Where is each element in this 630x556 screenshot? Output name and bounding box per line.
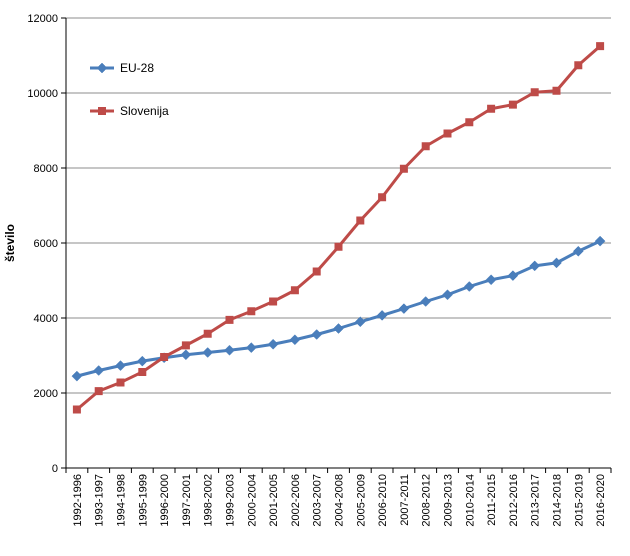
x-tick-label: 2002-2006 — [290, 474, 302, 527]
data-point-diamond — [224, 344, 235, 356]
x-tick-label: 1994-1998 — [116, 474, 128, 527]
y-tick-label: 10000 — [27, 88, 58, 100]
x-tick-label: 2011-2015 — [486, 474, 498, 526]
x-tick-label: 2010-2014 — [464, 474, 476, 527]
x-tick-label: 2008-2012 — [421, 474, 433, 527]
x-tick-label: 2001-2005 — [268, 474, 280, 527]
y-tick-label: 2000 — [34, 388, 58, 400]
data-point-diamond — [529, 260, 541, 272]
data-point-square — [465, 118, 474, 127]
x-tick-label: 1995-1999 — [137, 474, 149, 527]
series-slovenija — [72, 42, 605, 414]
series-eu-28 — [71, 235, 606, 382]
legend-diamond-marker — [96, 62, 108, 74]
data-point-square — [225, 315, 234, 324]
data-point-square — [72, 405, 81, 414]
x-tick-label: 1996-2000 — [159, 474, 171, 527]
data-point-square — [94, 387, 103, 396]
y-axis-title: število — [3, 224, 17, 262]
data-point-square — [356, 216, 365, 225]
x-tick-label: 2013-2017 — [530, 474, 542, 527]
y-tick-label: 0 — [52, 463, 58, 475]
x-tick-label: 2000-2004 — [246, 474, 258, 527]
data-point-square — [269, 297, 278, 306]
y-tick-label: 6000 — [34, 238, 58, 250]
x-tick-label: 2007-2011 — [399, 474, 411, 526]
data-point-diamond — [594, 235, 606, 247]
data-point-square — [508, 100, 517, 109]
data-point-square — [181, 341, 190, 350]
data-point-diamond — [442, 289, 453, 301]
data-point-diamond — [180, 349, 192, 361]
data-point-square — [399, 164, 408, 173]
data-point-square — [247, 307, 256, 316]
legend-square-marker — [98, 107, 106, 115]
x-tick-label: 2005-2009 — [355, 474, 367, 527]
data-point-diamond — [202, 347, 214, 358]
data-point-square — [552, 86, 561, 95]
data-point-square — [421, 142, 430, 151]
data-point-diamond — [71, 370, 83, 382]
data-point-square — [334, 242, 343, 251]
legend-item-eu-28: EU-28 — [90, 61, 154, 75]
data-point-diamond — [463, 281, 475, 292]
legend-label: Slovenija — [120, 104, 169, 118]
x-tick-label: 1992-1996 — [72, 474, 84, 527]
data-point-diamond — [136, 355, 148, 367]
series-layer — [71, 42, 606, 414]
data-point-diamond — [398, 303, 410, 314]
data-point-square — [290, 286, 299, 295]
x-tick-label: 1998-2002 — [203, 474, 215, 527]
data-point-square — [116, 378, 125, 387]
data-point-diamond — [420, 296, 432, 307]
data-point-square — [203, 329, 212, 338]
series-line — [75, 44, 602, 411]
data-point-diamond — [311, 329, 323, 340]
legend-item-slovenija: Slovenija — [90, 104, 169, 118]
x-tick-label: 2016-2020 — [595, 474, 607, 527]
x-tick-label: 2004-2008 — [334, 474, 346, 527]
data-point-square — [530, 88, 539, 97]
data-point-diamond — [507, 270, 519, 281]
data-point-square — [312, 267, 321, 276]
data-point-diamond — [376, 310, 388, 321]
data-point-diamond — [354, 316, 366, 328]
data-point-square — [378, 193, 387, 202]
data-point-diamond — [289, 334, 301, 346]
data-point-square — [160, 353, 169, 361]
data-point-square — [443, 129, 452, 138]
data-point-diamond — [267, 338, 279, 350]
data-point-diamond — [115, 360, 126, 371]
data-point-square — [138, 368, 147, 376]
data-point-diamond — [93, 365, 105, 376]
legend: EU-28 Slovenija — [90, 61, 169, 118]
x-tick-label: 1997-2001 — [181, 474, 193, 527]
legend-label: EU-28 — [120, 61, 154, 75]
y-tick-label: 4000 — [34, 313, 58, 325]
series-line — [76, 239, 601, 378]
x-tick-label: 2006-2010 — [377, 474, 389, 527]
x-tick-label: 2003-2007 — [312, 474, 324, 527]
data-point-square — [574, 61, 583, 70]
data-point-diamond — [551, 257, 562, 269]
data-point-diamond — [485, 274, 497, 286]
y-axis-ticks: 0 2000 4000 6000 8000 10000 12000 — [27, 13, 66, 475]
x-tick-label: 2009-2013 — [443, 474, 455, 527]
data-point-diamond — [572, 245, 584, 257]
y-tick-label: 8000 — [34, 163, 58, 175]
x-tick-label: 2014-2018 — [552, 474, 564, 527]
x-tick-label: 2015-2019 — [573, 474, 585, 527]
x-tick-label: 2012-2016 — [508, 474, 520, 527]
x-axis-ticks: 1992-1996 1993-1997 1994-1998 1995-1999 1996… — [65, 468, 612, 527]
data-point-diamond — [333, 323, 344, 334]
data-point-square — [487, 104, 496, 113]
x-tick-label: 1999-2003 — [225, 474, 237, 527]
y-tick-label: 12000 — [27, 13, 58, 25]
data-point-diamond — [245, 342, 257, 353]
data-point-square — [596, 42, 605, 51]
x-tick-label: 1993-1997 — [94, 474, 106, 527]
